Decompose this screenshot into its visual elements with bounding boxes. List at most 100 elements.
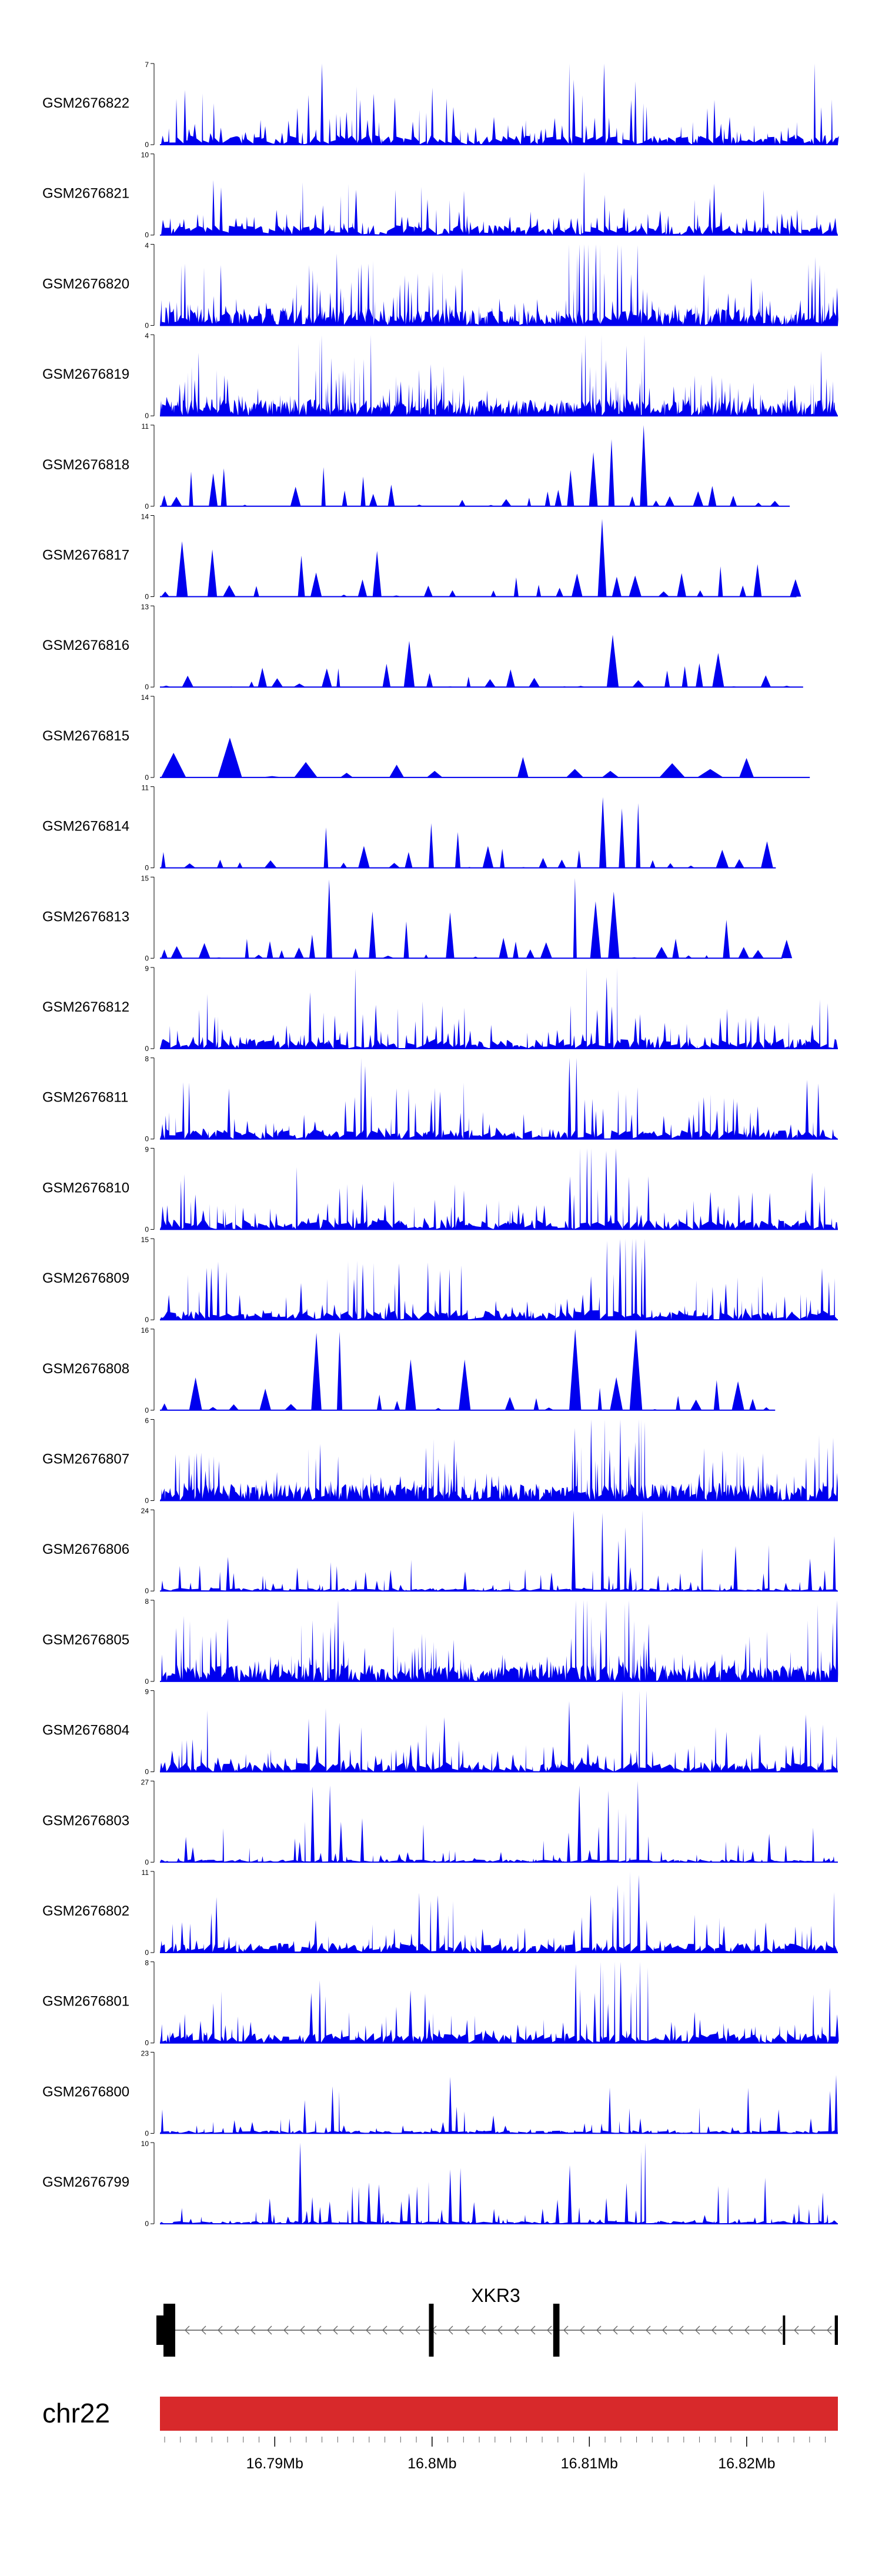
- y-axis-min-label: 0: [145, 1316, 149, 1324]
- strand-arrow: [728, 2325, 733, 2335]
- coverage-track: GSM2676804 9 0: [42, 1688, 838, 1776]
- sample-label: GSM2676799: [42, 2174, 129, 2190]
- coverage-track: GSM2676802 11 0: [42, 1868, 838, 1957]
- y-axis-min-label: 0: [145, 1225, 149, 1233]
- y-axis-max-label: 4: [145, 332, 149, 340]
- sample-label: GSM2676810: [42, 1180, 129, 1196]
- strand-arrow: [563, 2325, 569, 2335]
- coverage-area: [160, 738, 824, 778]
- strand-arrow: [218, 2325, 223, 2335]
- sample-label: GSM2676809: [42, 1270, 129, 1286]
- strand-arrow: [777, 2325, 783, 2335]
- coverage-track: GSM2676812 9 0: [42, 965, 838, 1053]
- sample-label: GSM2676820: [42, 276, 129, 292]
- strand-arrow: [629, 2325, 634, 2335]
- coverage-track: GSM2676809 15 0: [42, 1236, 838, 1324]
- y-axis-max-label: 7: [145, 61, 149, 69]
- y-axis-max-label: 11: [142, 1868, 149, 1877]
- strand-arrow: [382, 2325, 387, 2335]
- sample-label: GSM2676813: [42, 909, 129, 925]
- coverage-area: [160, 1690, 838, 1772]
- strand-arrow: [448, 2325, 453, 2335]
- strand-arrow: [333, 2325, 338, 2335]
- y-axis-min-label: 0: [145, 321, 149, 329]
- axis-tick-label: 16.82Mb: [718, 2455, 775, 2472]
- coverage-area: [160, 1871, 838, 1953]
- coverage-track: GSM2676814 11 0: [42, 784, 789, 872]
- strand-arrow: [497, 2325, 503, 2335]
- genome-axis: 16.79Mb 16.8Mb 16.81Mb 16.82Mb: [164, 2437, 826, 2472]
- strand-arrow: [711, 2325, 717, 2335]
- y-axis-min-label: 0: [145, 141, 149, 149]
- strand-arrow: [399, 2325, 404, 2335]
- coverage-track: GSM2676817 14 0: [42, 513, 816, 601]
- coverage-track: GSM2676807 6 0: [42, 1417, 838, 1505]
- coverage-area: [160, 967, 838, 1049]
- sample-label: GSM2676808: [42, 1361, 129, 1377]
- sample-label: GSM2676800: [42, 2084, 129, 2100]
- coverage-track: GSM2676800 23 0: [42, 2049, 838, 2137]
- strand-arrow: [596, 2325, 602, 2335]
- coverage-track: GSM2676813 15 0: [42, 874, 808, 962]
- sample-label: GSM2676816: [42, 638, 129, 653]
- genome-axis-ticks: [164, 2437, 826, 2447]
- coverage-area: [160, 1419, 838, 1501]
- y-axis-max-label: 8: [145, 1959, 149, 1967]
- y-axis-max-label: 8: [145, 1597, 149, 1606]
- coverage-area: [160, 244, 838, 326]
- strand-arrow: [201, 2325, 206, 2335]
- strand-arrow: [415, 2325, 420, 2335]
- y-axis-max-label: 6: [145, 1417, 149, 1425]
- strand-arrow: [283, 2325, 289, 2335]
- coverage-area: [160, 1239, 838, 1320]
- y-axis-max-label: 10: [141, 2140, 149, 2148]
- strand-arrow: [349, 2325, 355, 2335]
- y-axis-min-label: 0: [145, 864, 149, 872]
- gene-model-track: XKR3: [156, 2285, 838, 2357]
- y-axis-min-label: 0: [145, 502, 149, 510]
- y-axis-min-label: 0: [145, 1677, 149, 1686]
- genome-axis-labels: 16.79Mb 16.8Mb 16.81Mb 16.82Mb: [246, 2455, 776, 2472]
- strand-arrow: [695, 2325, 700, 2335]
- sample-label: GSM2676805: [42, 1632, 129, 1648]
- coverage-track: GSM2676810 9 0: [42, 1145, 838, 1233]
- gene-exon: [163, 2304, 175, 2357]
- y-axis-min-label: 0: [145, 2129, 149, 2137]
- strand-arrows: [185, 2325, 832, 2335]
- sample-label: GSM2676817: [42, 548, 129, 563]
- y-axis-max-label: 11: [142, 784, 149, 792]
- coverage-area: [160, 2143, 838, 2224]
- gene-name-label: XKR3: [471, 2285, 520, 2306]
- sample-label: GSM2676807: [42, 1451, 129, 1467]
- coverage-track: GSM2676819 4 0: [42, 332, 838, 420]
- y-axis-min-label: 0: [145, 954, 149, 962]
- strand-arrow: [810, 2325, 816, 2335]
- y-axis-max-label: 9: [145, 965, 149, 973]
- coverage-track: GSM2676811 8 0: [42, 1055, 838, 1143]
- strand-arrow: [514, 2325, 519, 2335]
- y-axis-max-label: 13: [141, 603, 149, 611]
- strand-arrow: [646, 2325, 651, 2335]
- coverage-area: [160, 1600, 838, 1681]
- y-axis-max-label: 24: [141, 1507, 149, 1515]
- coverage-area: [160, 1961, 839, 2043]
- gene-exon: [834, 2315, 838, 2345]
- coverage-track: GSM2676821 10 0: [42, 151, 838, 239]
- sample-label: GSM2676802: [42, 1903, 129, 1919]
- sample-label: GSM2676803: [42, 1813, 129, 1828]
- y-axis-max-label: 9: [145, 1145, 149, 1153]
- coverage-area: [160, 519, 816, 597]
- strand-arrow: [366, 2325, 371, 2335]
- y-axis-max-label: 8: [145, 1055, 149, 1063]
- y-axis-max-label: 4: [145, 241, 149, 249]
- coverage-area: [160, 171, 838, 235]
- y-axis-min-label: 0: [145, 1497, 149, 1505]
- coverage-track: GSM2676818 11 0: [42, 422, 798, 510]
- strand-arrow: [580, 2325, 585, 2335]
- y-axis-min-label: 0: [145, 1406, 149, 1414]
- strand-arrow: [316, 2325, 322, 2335]
- y-axis-min-label: 0: [145, 1587, 149, 1595]
- coverage-track: GSM2676816 13 0: [42, 603, 806, 691]
- axis-tick-label: 16.81Mb: [561, 2455, 618, 2472]
